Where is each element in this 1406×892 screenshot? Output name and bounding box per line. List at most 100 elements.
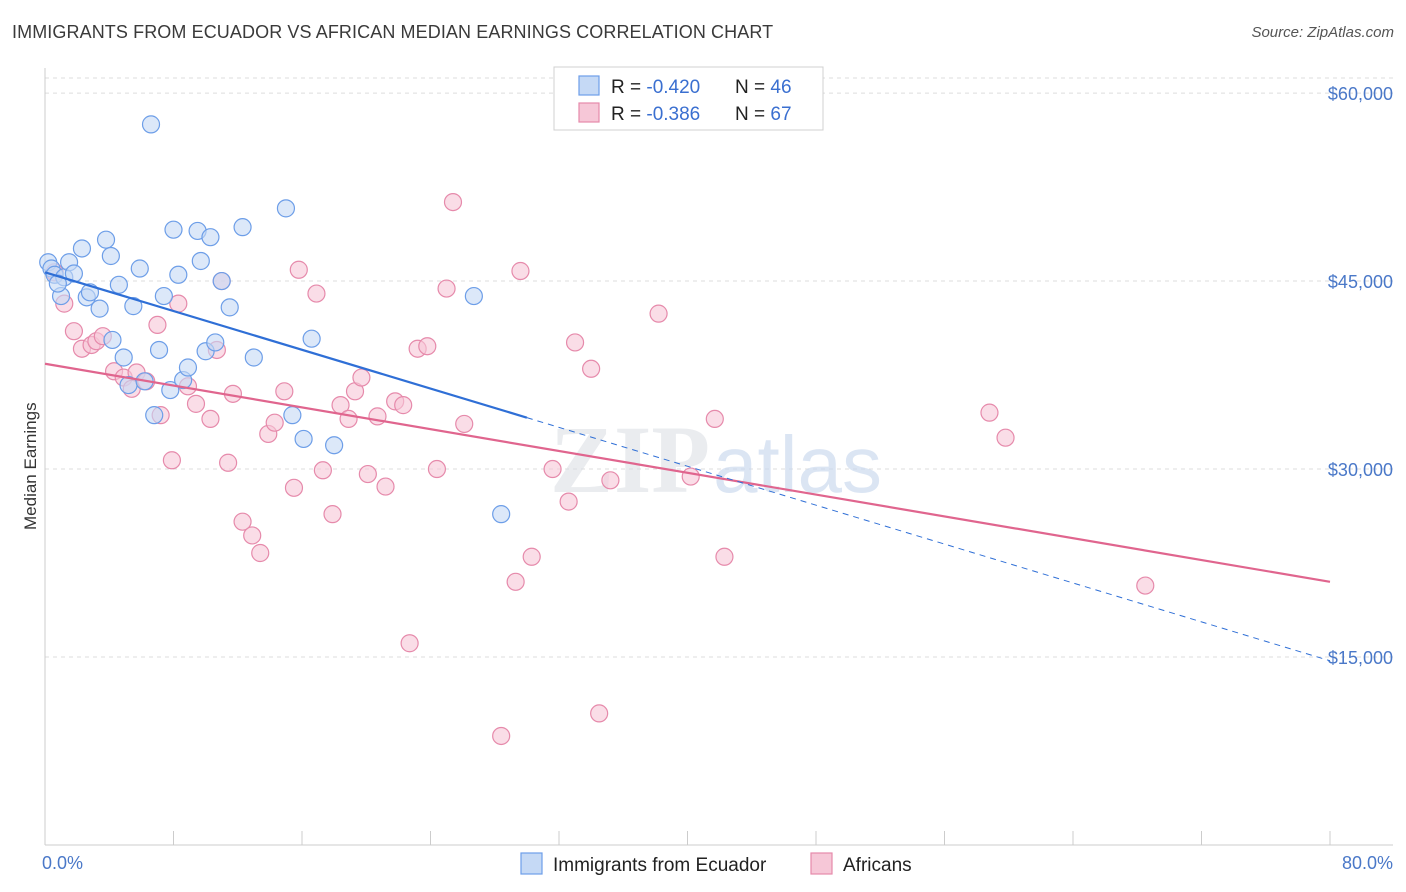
data-point-africans: [601, 471, 620, 490]
data-point-africans: [400, 634, 419, 653]
y-tick-label: $60,000: [1328, 84, 1393, 104]
y-tick-label: $45,000: [1328, 272, 1393, 292]
data-point-africans: [996, 428, 1015, 447]
legend-r-label: R =: [611, 77, 646, 98]
legend-n-label: N =: [735, 104, 770, 125]
data-point-ecuador: [206, 333, 225, 352]
data-point-ecuador: [283, 406, 302, 425]
bottom-legend-swatch-ecuador: [520, 852, 543, 875]
data-point-africans: [313, 461, 332, 480]
data-point-ecuador: [178, 358, 198, 377]
data-point-africans: [492, 726, 511, 746]
data-point-africans: [437, 279, 456, 298]
x-tick-label-min: 0.0%: [42, 853, 83, 873]
series-ecuador: [39, 115, 511, 524]
data-point-ecuador: [302, 329, 321, 348]
data-point-africans: [64, 322, 84, 341]
svg-text:R = -0.420: R = -0.420: [611, 77, 700, 98]
data-point-ecuador: [96, 230, 116, 249]
data-point-africans: [705, 409, 724, 429]
svg-text:N = 46: N = 46: [735, 77, 792, 98]
data-point-ecuador: [233, 218, 252, 237]
data-point-ecuador: [103, 330, 122, 350]
chart-title: IMMIGRANTS FROM ECUADOR VS AFRICAN MEDIA…: [12, 22, 774, 42]
data-point-africans: [201, 409, 220, 429]
trend-line-africans: [44, 362, 1331, 583]
legend-swatch-ecuador: [578, 75, 600, 96]
data-point-africans: [543, 459, 562, 479]
trend-line-ecuador: [44, 271, 528, 419]
legend-n-value-africans: 67: [770, 104, 791, 125]
data-point-africans: [376, 477, 395, 496]
y-tick-label: $15,000: [1328, 648, 1393, 668]
data-point-africans: [455, 414, 474, 434]
data-point-africans: [358, 464, 377, 484]
data-point-africans: [980, 403, 999, 422]
data-point-africans: [649, 304, 668, 323]
chart-source: Source: ZipAtlas.com: [1251, 24, 1394, 41]
legend-r-label: R =: [611, 104, 646, 125]
x-tick-labels: 0.0% 80.0%: [42, 853, 1393, 873]
data-point-ecuador: [154, 286, 173, 306]
legend-r-value-africans: -0.386: [646, 104, 700, 125]
top-legend: R = -0.420 N = 46 R = -0.386 N = 67: [553, 66, 824, 131]
data-point-ecuador: [325, 436, 344, 455]
data-point-africans: [251, 543, 270, 563]
data-point-ecuador: [164, 220, 183, 239]
watermark-zip: ZIP: [550, 406, 710, 513]
axes: [44, 68, 1393, 846]
data-point-africans: [418, 337, 437, 356]
y-tick-labels: $15,000 $30,000 $45,000 $60,000: [1328, 84, 1393, 668]
data-point-africans: [394, 396, 413, 415]
data-point-ecuador: [244, 348, 263, 367]
bottom-legend-label-africans: Africans: [843, 855, 912, 876]
data-point-ecuador: [169, 265, 188, 284]
svg-text:R = -0.386: R = -0.386: [611, 104, 700, 125]
data-point-ecuador: [220, 298, 239, 317]
data-point-africans: [323, 505, 342, 524]
watermark: ZIP atlas: [550, 406, 882, 513]
data-point-africans: [186, 394, 206, 413]
data-point-africans: [582, 359, 601, 378]
data-point-ecuador: [101, 246, 120, 266]
data-point-ecuador: [212, 271, 231, 291]
data-point-africans: [506, 572, 525, 591]
data-point-africans: [522, 547, 541, 566]
data-point-ecuador: [145, 406, 164, 425]
data-point-africans: [275, 382, 294, 401]
data-point-ecuador: [90, 299, 109, 318]
data-point-ecuador: [276, 199, 296, 218]
data-point-africans: [339, 409, 358, 429]
data-point-ecuador: [72, 239, 92, 258]
data-point-africans: [715, 547, 734, 566]
legend-n-value-ecuador: 46: [770, 77, 791, 98]
data-point-africans: [148, 315, 167, 335]
series-africans: [45, 192, 1155, 746]
data-point-africans: [427, 459, 447, 479]
data-point-africans: [219, 453, 238, 472]
data-point-africans: [289, 260, 308, 279]
data-point-africans: [559, 492, 578, 511]
y-tick-label: $30,000: [1328, 460, 1393, 480]
data-point-africans: [590, 704, 609, 723]
data-point-africans: [368, 407, 387, 426]
data-point-ecuador: [141, 115, 161, 134]
data-point-africans: [284, 478, 304, 497]
legend-swatch-africans: [578, 102, 600, 123]
legend-n-label: N =: [735, 77, 770, 98]
bottom-legend-swatch-africans: [810, 852, 833, 875]
legend-r-value-ecuador: -0.420: [646, 77, 700, 98]
bottom-legend: Immigrants from Ecuador Africans: [520, 852, 912, 876]
data-point-ecuador: [191, 251, 210, 271]
data-point-ecuador: [464, 286, 483, 306]
data-point-africans: [243, 526, 262, 545]
data-point-africans: [443, 192, 463, 212]
data-point-ecuador: [492, 505, 511, 524]
y-axis-label: Median Earnings: [21, 402, 40, 530]
x-tick-label-max: 80.0%: [1342, 853, 1393, 873]
data-point-ecuador: [201, 228, 220, 247]
data-point-africans: [511, 261, 530, 281]
data-point-africans: [1136, 576, 1155, 595]
trend-line-ecuador-extension: [526, 417, 1331, 662]
